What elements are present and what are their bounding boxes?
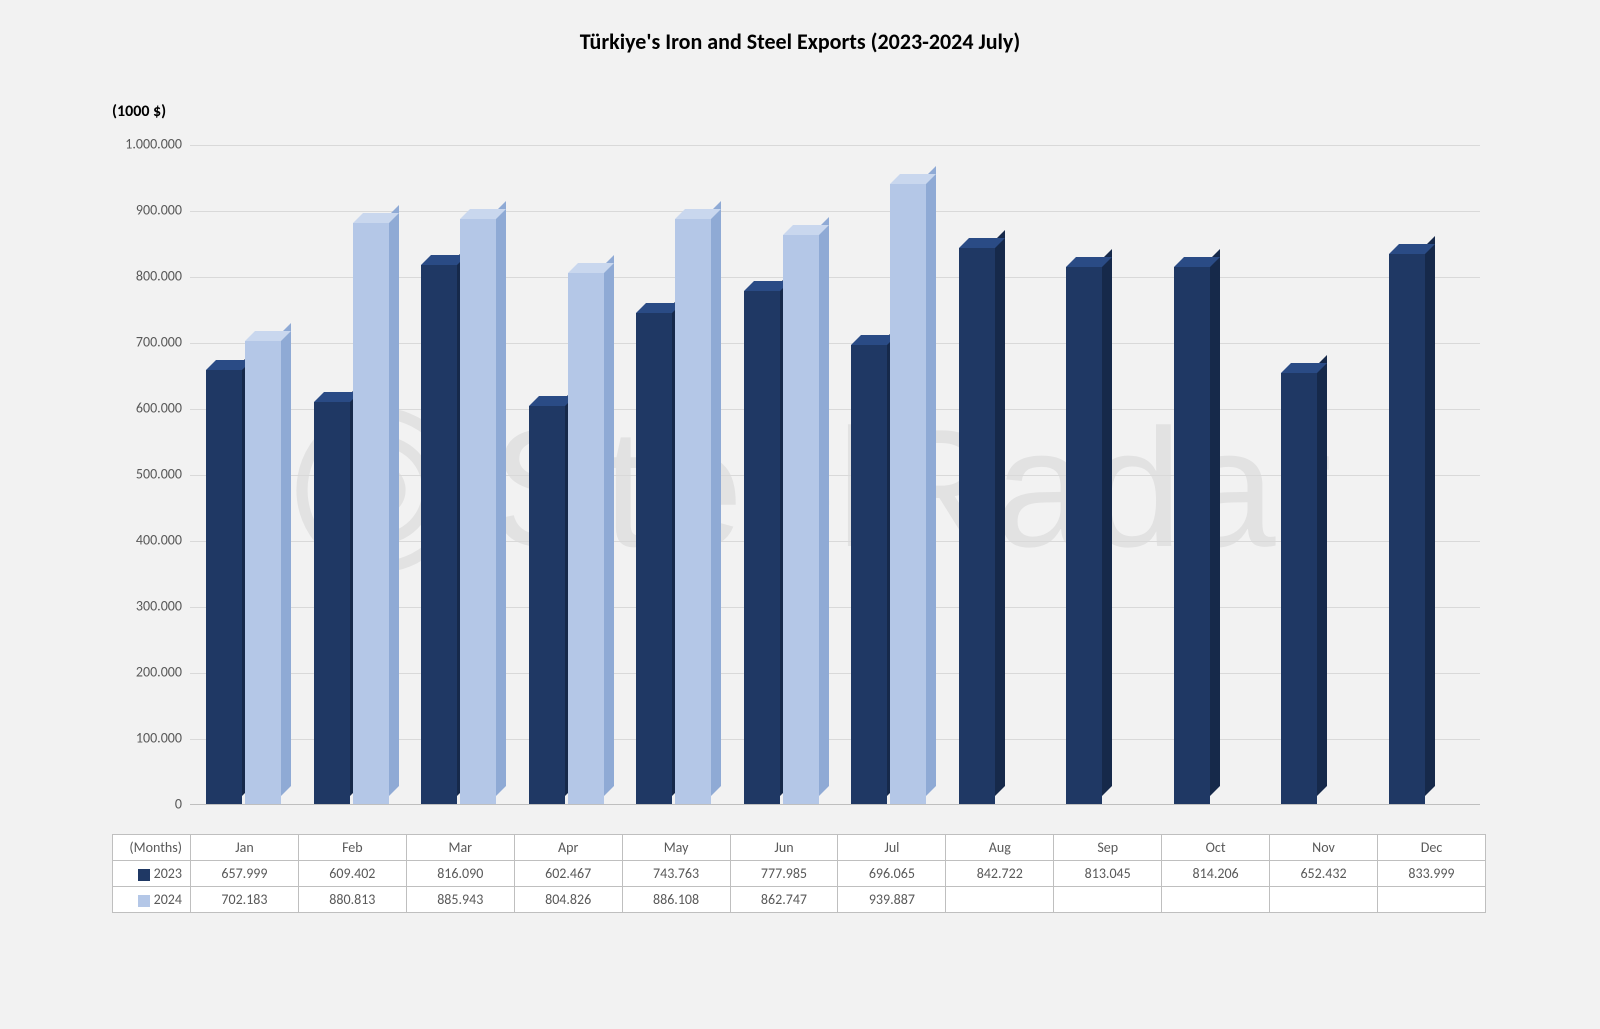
table-cell bbox=[1270, 887, 1378, 913]
series-label: 2023 bbox=[113, 861, 191, 887]
table-cell: 842.722 bbox=[946, 861, 1054, 887]
bar-2023 bbox=[744, 291, 780, 804]
series-label: 2024 bbox=[113, 887, 191, 913]
bar-2023 bbox=[1066, 267, 1102, 804]
y-tick-label: 0 bbox=[175, 796, 182, 813]
table-cell: 885.943 bbox=[406, 887, 514, 913]
table-cell: 833.999 bbox=[1377, 861, 1485, 887]
y-tick-label: 800.000 bbox=[136, 268, 182, 285]
month-group bbox=[1050, 145, 1158, 804]
table-cell bbox=[1162, 887, 1270, 913]
month-header: May bbox=[622, 835, 730, 861]
month-group bbox=[298, 145, 406, 804]
table-cell: 814.206 bbox=[1162, 861, 1270, 887]
table-cell: 602.467 bbox=[514, 861, 622, 887]
y-tick-label: 700.000 bbox=[136, 334, 182, 351]
bar-2023 bbox=[851, 345, 887, 804]
table-cell: 804.826 bbox=[514, 887, 622, 913]
y-axis-label: (1000 $) bbox=[112, 102, 166, 121]
month-group bbox=[1373, 145, 1481, 804]
month-header: Nov bbox=[1270, 835, 1378, 861]
bar-2024 bbox=[675, 219, 711, 804]
month-header: Oct bbox=[1162, 835, 1270, 861]
table-cell: 880.813 bbox=[298, 887, 406, 913]
month-header: Jun bbox=[730, 835, 838, 861]
data-table: (Months)JanFebMarAprMayJunJulAugSepOctNo… bbox=[112, 834, 1486, 913]
months-label: (Months) bbox=[113, 835, 191, 861]
bar-2024 bbox=[783, 235, 819, 804]
y-tick-label: 900.000 bbox=[136, 202, 182, 219]
bar-2023 bbox=[421, 265, 457, 804]
table-cell: 813.045 bbox=[1054, 861, 1162, 887]
month-group bbox=[728, 145, 836, 804]
legend-swatch bbox=[138, 869, 150, 881]
table-cell: 657.999 bbox=[191, 861, 299, 887]
bar-2024 bbox=[245, 341, 281, 804]
y-tick-label: 1.000.000 bbox=[125, 136, 182, 153]
month-header: Mar bbox=[406, 835, 514, 861]
y-tick-label: 200.000 bbox=[136, 664, 182, 681]
series-name: 2024 bbox=[154, 891, 182, 908]
plot-area: 0100.000200.000300.000400.000500.000600.… bbox=[190, 145, 1480, 805]
month-header: Sep bbox=[1054, 835, 1162, 861]
y-tick-label: 300.000 bbox=[136, 598, 182, 615]
table-cell: 696.065 bbox=[838, 861, 946, 887]
month-group bbox=[1158, 145, 1266, 804]
y-tick-label: 400.000 bbox=[136, 532, 182, 549]
bar-2023 bbox=[636, 313, 672, 804]
y-tick-label: 600.000 bbox=[136, 400, 182, 417]
bar-2023 bbox=[1174, 267, 1210, 804]
month-group bbox=[620, 145, 728, 804]
table-cell: 609.402 bbox=[298, 861, 406, 887]
month-header: Feb bbox=[298, 835, 406, 861]
series-name: 2023 bbox=[154, 865, 182, 882]
bars-wrap bbox=[190, 145, 1480, 804]
table-cell: 939.887 bbox=[838, 887, 946, 913]
bar-2023 bbox=[206, 370, 242, 804]
month-group bbox=[190, 145, 298, 804]
table-cell bbox=[1377, 887, 1485, 913]
month-group bbox=[943, 145, 1051, 804]
month-group bbox=[405, 145, 513, 804]
bar-2024 bbox=[460, 219, 496, 804]
table-cell: 702.183 bbox=[191, 887, 299, 913]
month-header: Dec bbox=[1377, 835, 1485, 861]
chart-container: Türkiye's Iron and Steel Exports (2023-2… bbox=[20, 10, 1580, 1019]
bar-2023 bbox=[1281, 373, 1317, 804]
table-cell: 816.090 bbox=[406, 861, 514, 887]
month-group bbox=[513, 145, 621, 804]
chart-title: Türkiye's Iron and Steel Exports (2023-2… bbox=[20, 10, 1580, 55]
month-header: Aug bbox=[946, 835, 1054, 861]
y-tick-label: 500.000 bbox=[136, 466, 182, 483]
month-group bbox=[1265, 145, 1373, 804]
bar-2023 bbox=[529, 406, 565, 804]
bar-2023 bbox=[1389, 254, 1425, 804]
bar-2023 bbox=[314, 402, 350, 804]
table-cell: 652.432 bbox=[1270, 861, 1378, 887]
bar-2024 bbox=[890, 184, 926, 804]
table-cell bbox=[946, 887, 1054, 913]
bar-2023 bbox=[959, 248, 995, 804]
bar-2024 bbox=[353, 223, 389, 804]
month-group bbox=[835, 145, 943, 804]
y-tick-label: 100.000 bbox=[136, 730, 182, 747]
month-header: Jul bbox=[838, 835, 946, 861]
table-cell: 777.985 bbox=[730, 861, 838, 887]
month-header: Apr bbox=[514, 835, 622, 861]
table-cell: 862.747 bbox=[730, 887, 838, 913]
month-header: Jan bbox=[191, 835, 299, 861]
table-cell bbox=[1054, 887, 1162, 913]
table-cell: 743.763 bbox=[622, 861, 730, 887]
table-cell: 886.108 bbox=[622, 887, 730, 913]
legend-swatch bbox=[138, 895, 150, 907]
bar-2024 bbox=[568, 273, 604, 804]
